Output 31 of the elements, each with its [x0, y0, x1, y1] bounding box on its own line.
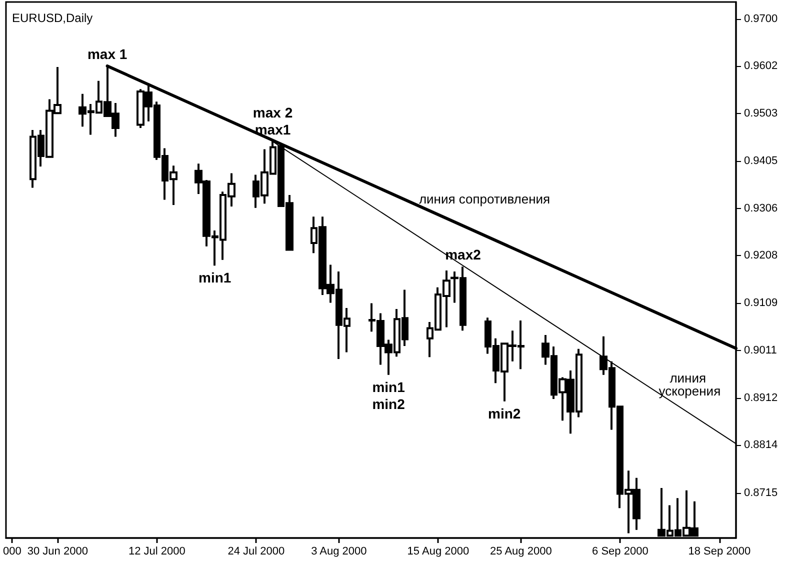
y-tick-label: 0.9602 — [744, 60, 778, 72]
annotation: min2 — [488, 405, 521, 422]
y-tick-label: 0.8912 — [744, 392, 778, 404]
x-tick-label: 24 Jul 2000 — [228, 546, 285, 558]
y-tick-label: 0.8814 — [744, 439, 778, 452]
y-tick-label: 0.9306 — [744, 202, 778, 214]
x-tick-label: 3 Aug 2000 — [311, 546, 367, 558]
y-tick-label: 0.8715 — [744, 486, 778, 499]
annotation: max 2 — [252, 104, 293, 121]
series-label: линия сопротивления — [418, 191, 550, 206]
y-tick-label: 0.9700 — [744, 12, 778, 25]
y-tick-label: 0.9208 — [744, 250, 778, 262]
x-tick-label: 15 Aug 2000 — [407, 546, 470, 558]
x-tick-label: 18 Sep 2000 — [688, 546, 751, 558]
annotation: min1 — [372, 378, 406, 395]
annotation: max2 — [445, 246, 482, 263]
y-tick-label: 0.9011 — [744, 344, 777, 356]
x-tick-label: 12 Jul 2000 — [128, 546, 186, 558]
text: EURUSD,Daily — [12, 11, 93, 25]
x-tick-label: 6 Sep 2000 — [592, 546, 648, 558]
y-tick-label: 0.9503 — [744, 108, 778, 120]
y-tick-label: 0.9405 — [744, 154, 778, 167]
annotation: max 1 — [87, 46, 128, 62]
series-label: линия ускорения — [658, 370, 721, 398]
x-tick-label: 000 — [2, 546, 22, 558]
x-tick-label: 25 Aug 2000 — [490, 546, 552, 558]
annotation: min2 — [372, 396, 406, 412]
annotation: min1 — [198, 270, 232, 286]
x-tick-label: 30 Jun 2000 — [27, 546, 88, 558]
annotation: max1 — [254, 122, 291, 138]
y-tick-label: 0.9109 — [744, 297, 778, 310]
